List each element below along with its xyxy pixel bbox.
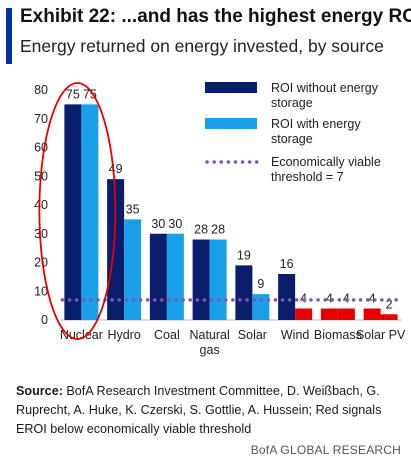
highlight-ellipse bbox=[38, 82, 117, 340]
y-tick-label: 40 bbox=[34, 198, 48, 212]
source-label: Source: bbox=[16, 384, 63, 398]
footer-brand: BofA GLOBAL RESEARCH bbox=[250, 443, 401, 457]
bar-without-storage-natural-gas bbox=[192, 239, 210, 320]
legend-label-threshold: threshold = 7 bbox=[271, 170, 344, 184]
data-label-wind: 16 bbox=[280, 257, 294, 271]
y-tick-label: 70 bbox=[34, 112, 48, 126]
legend-label-with-storage: storage bbox=[271, 132, 313, 146]
data-label-solar-pv: 4 bbox=[369, 292, 376, 306]
bar-with-storage-biomass bbox=[320, 308, 338, 320]
data-label-hydro: 49 bbox=[109, 162, 123, 176]
x-category-label: Natural bbox=[189, 328, 229, 342]
y-tick-label: 10 bbox=[34, 284, 48, 298]
data-label-solar: 19 bbox=[237, 248, 251, 262]
y-tick-label: 80 bbox=[34, 83, 48, 97]
data-label-nuclear: 75 bbox=[66, 87, 80, 101]
x-category-label: Hydro bbox=[107, 328, 140, 342]
bar-with-storage-wind bbox=[295, 308, 313, 320]
legend-label-without-storage: storage bbox=[271, 96, 313, 110]
source-text: BofA Research Investment Committee, D. W… bbox=[16, 384, 382, 436]
data-label-coal: 30 bbox=[151, 217, 165, 231]
legend-label-without-storage: ROI without energy bbox=[271, 81, 379, 95]
data-label-nuclear: 75 bbox=[83, 87, 97, 101]
bar-with-storage-solar bbox=[252, 294, 270, 320]
y-tick-label: 0 bbox=[41, 313, 48, 327]
x-category-label: Coal bbox=[154, 328, 180, 342]
x-category-label: gas bbox=[200, 343, 220, 357]
bar-with-storage-nuclear bbox=[81, 104, 99, 320]
legend-swatch-without-storage bbox=[205, 82, 257, 93]
x-category-label: Biomass bbox=[314, 328, 362, 342]
bar-with-storage-natural-gas bbox=[209, 239, 227, 320]
data-label-solar-pv: 2 bbox=[386, 297, 393, 311]
bar-low-roi-solar-pv bbox=[380, 314, 398, 320]
data-label-biomass: 4 bbox=[326, 292, 333, 306]
x-category-label: Nuclear bbox=[60, 328, 103, 342]
data-label-hydro: 35 bbox=[126, 202, 140, 216]
data-label-solar: 9 bbox=[257, 277, 264, 291]
bar-without-storage-coal bbox=[149, 233, 167, 320]
bar-with-storage-solar-pv bbox=[363, 308, 381, 320]
bar-low-roi-biomass bbox=[337, 308, 355, 320]
source-note: Source: BofA Research Investment Committ… bbox=[16, 382, 400, 439]
legend-label-with-storage: ROI with energy bbox=[271, 117, 361, 131]
x-category-label: Wind bbox=[281, 328, 310, 342]
data-label-natural-gas: 28 bbox=[194, 223, 208, 237]
y-tick-label: 20 bbox=[34, 256, 48, 270]
exhibit-title: Exhibit 22: ...and has the highest energ… bbox=[20, 6, 411, 27]
y-tick-label: 30 bbox=[34, 227, 48, 241]
x-category-label: Solar PV bbox=[356, 328, 406, 342]
accent-bar bbox=[6, 8, 12, 64]
bar-with-storage-hydro bbox=[124, 219, 142, 320]
legend-swatch-with-storage bbox=[205, 118, 257, 129]
bar-without-storage-hydro bbox=[107, 179, 125, 320]
exhibit-subtitle: Energy returned on energy invested, by s… bbox=[20, 36, 384, 56]
bar-with-storage-coal bbox=[166, 233, 184, 320]
bar-without-storage-wind bbox=[278, 274, 296, 320]
legend-label-threshold: Economically viable bbox=[271, 155, 381, 169]
data-label-coal: 30 bbox=[168, 217, 182, 231]
bar-without-storage-solar bbox=[235, 265, 253, 320]
data-label-natural-gas: 28 bbox=[211, 223, 225, 237]
bar-without-storage-nuclear bbox=[64, 104, 82, 320]
x-category-label: Solar bbox=[238, 328, 267, 342]
